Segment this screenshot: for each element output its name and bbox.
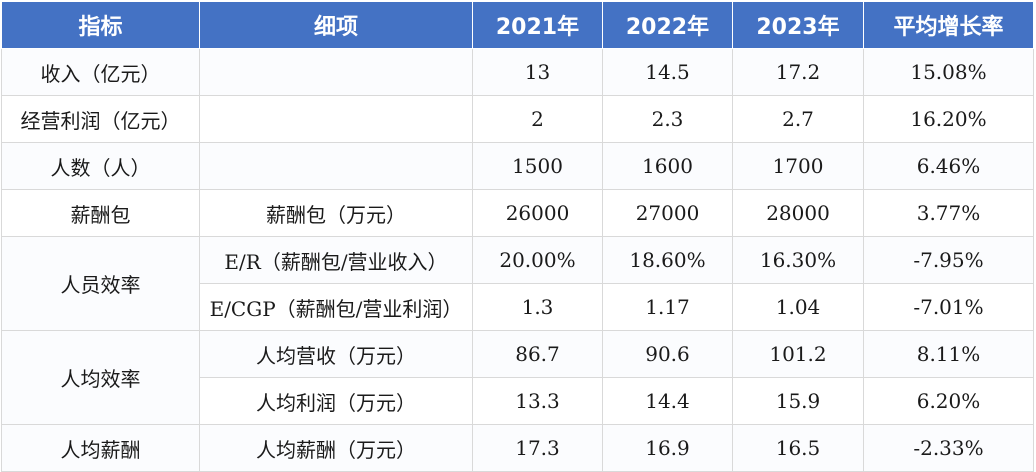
value-2022-cell: 90.6 xyxy=(602,330,733,378)
value-2023-cell: 16.5 xyxy=(732,424,864,472)
header-detail: 细项 xyxy=(199,1,473,49)
header-growth: 平均增长率 xyxy=(863,1,1034,49)
detail-cell xyxy=(199,142,473,190)
value-2021-cell: 2 xyxy=(472,95,603,143)
growth-cell: -2.33% xyxy=(863,424,1034,472)
value-2022-cell: 1600 xyxy=(602,142,733,190)
indicator-cell: 人均效率 xyxy=(1,330,200,425)
table-body: 收入（亿元） 13 14.5 17.2 15.08% 经营利润（亿元） 2 2.… xyxy=(1,48,1034,472)
value-2023-cell: 1.04 xyxy=(732,283,864,331)
value-2023-cell: 1700 xyxy=(732,142,864,190)
value-2021-cell: 13 xyxy=(472,48,603,96)
value-2021-cell: 17.3 xyxy=(472,424,603,472)
value-2022-cell: 14.5 xyxy=(602,48,733,96)
value-2022-cell: 18.60% xyxy=(602,236,733,284)
value-2023-cell: 16.30% xyxy=(732,236,864,284)
growth-cell: 8.11% xyxy=(863,330,1034,378)
indicator-cell: 人员效率 xyxy=(1,236,200,331)
value-2021-cell: 13.3 xyxy=(472,377,603,425)
detail-cell xyxy=(199,95,473,143)
header-row: 指标 细项 2021年 2022年 2023年 平均增长率 xyxy=(1,1,1034,49)
value-2023-cell: 101.2 xyxy=(732,330,864,378)
indicator-cell: 薪酬包 xyxy=(1,189,200,237)
value-2023-cell: 2.7 xyxy=(732,95,864,143)
value-2021-cell: 26000 xyxy=(472,189,603,237)
indicator-cell: 人数（人） xyxy=(1,142,200,190)
growth-cell: 15.08% xyxy=(863,48,1034,96)
table-row: 收入（亿元） 13 14.5 17.2 15.08% xyxy=(1,48,1034,96)
table-row: 人均利润（万元） 13.3 14.4 15.9 6.20% xyxy=(2,377,1034,425)
header-2021: 2021年 xyxy=(472,1,603,49)
table-row: 人员效率 E/R（薪酬包/营业收入） 20.00% 18.60% 16.30% … xyxy=(1,236,1034,331)
value-2021-cell: 1.3 xyxy=(472,283,603,331)
growth-cell: 3.77% xyxy=(863,189,1034,237)
growth-cell: 6.20% xyxy=(863,377,1034,425)
header-2023: 2023年 xyxy=(732,1,864,49)
detail-cell: E/R（薪酬包/营业收入） xyxy=(199,236,473,284)
table-row: 人均薪酬 人均薪酬（万元） 17.3 16.9 16.5 -2.33% xyxy=(1,424,1034,472)
header-indicator: 指标 xyxy=(1,1,200,49)
table-row: 薪酬包 薪酬包（万元） 26000 27000 28000 3.77% xyxy=(1,189,1034,237)
indicator-cell: 经营利润（亿元） xyxy=(1,95,200,143)
detail-cell: 人均营收（万元） xyxy=(199,330,473,378)
growth-cell: -7.95% xyxy=(863,236,1034,284)
value-2022-cell: 1.17 xyxy=(602,283,733,331)
header-2022: 2022年 xyxy=(602,1,733,49)
growth-cell: 6.46% xyxy=(863,142,1034,190)
table-header: 指标 细项 2021年 2022年 2023年 平均增长率 xyxy=(1,1,1034,49)
indicator-cell: 人均薪酬 xyxy=(1,424,200,472)
value-2021-cell: 1500 xyxy=(472,142,603,190)
value-2023-cell: 15.9 xyxy=(732,377,864,425)
detail-cell: 人均利润（万元） xyxy=(199,377,473,425)
table-row: 经营利润（亿元） 2 2.3 2.7 16.20% xyxy=(1,95,1034,143)
value-2023-cell: 28000 xyxy=(732,189,864,237)
table-row: 人均效率 人均营收（万元） 86.7 90.6 101.2 8.11% xyxy=(1,330,1034,425)
detail-cell: E/CGP（薪酬包/营业利润） xyxy=(199,283,473,331)
value-2023-cell: 17.2 xyxy=(732,48,864,96)
value-2022-cell: 27000 xyxy=(602,189,733,237)
value-2022-cell: 2.3 xyxy=(602,95,733,143)
growth-cell: -7.01% xyxy=(863,283,1034,331)
detail-cell xyxy=(199,48,473,96)
value-2021-cell: 86.7 xyxy=(472,330,603,378)
indicator-cell: 收入（亿元） xyxy=(1,48,200,96)
value-2022-cell: 14.4 xyxy=(602,377,733,425)
value-2022-cell: 16.9 xyxy=(602,424,733,472)
value-2021-cell: 20.00% xyxy=(472,236,603,284)
table-row: 人数（人） 1500 1600 1700 6.46% xyxy=(1,142,1034,190)
detail-cell: 人均薪酬（万元） xyxy=(199,424,473,472)
growth-cell: 16.20% xyxy=(863,95,1034,143)
detail-cell: 薪酬包（万元） xyxy=(199,189,473,237)
